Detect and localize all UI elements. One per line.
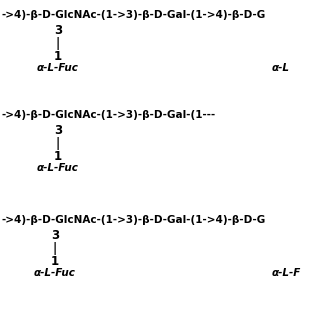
Text: 1: 1 xyxy=(54,50,62,63)
Text: α-L-Fuc: α-L-Fuc xyxy=(37,163,79,173)
Text: |: | xyxy=(53,242,57,255)
Text: 3: 3 xyxy=(54,124,62,137)
Text: |: | xyxy=(56,37,60,50)
Text: ->4)-β-D-GlcNAc-(1->3)-β-D-Gal-(1->4)-β-D-G: ->4)-β-D-GlcNAc-(1->3)-β-D-Gal-(1->4)-β-… xyxy=(2,10,266,20)
Text: 3: 3 xyxy=(54,24,62,37)
Text: α-L-Fuc: α-L-Fuc xyxy=(34,268,76,278)
Text: |: | xyxy=(56,137,60,150)
Text: α-L-Fuc: α-L-Fuc xyxy=(37,63,79,73)
Text: 1: 1 xyxy=(54,150,62,163)
Text: ->4)-β-D-GlcNAc-(1->3)-β-D-Gal-(1->4)-β-D-G: ->4)-β-D-GlcNAc-(1->3)-β-D-Gal-(1->4)-β-… xyxy=(2,215,266,225)
Text: α-L: α-L xyxy=(272,63,290,73)
Text: α-L-F: α-L-F xyxy=(272,268,301,278)
Text: 3: 3 xyxy=(51,229,59,242)
Text: 1: 1 xyxy=(51,255,59,268)
Text: ->4)-β-D-GlcNAc-(1->3)-β-D-Gal-(1---: ->4)-β-D-GlcNAc-(1->3)-β-D-Gal-(1--- xyxy=(2,110,216,120)
